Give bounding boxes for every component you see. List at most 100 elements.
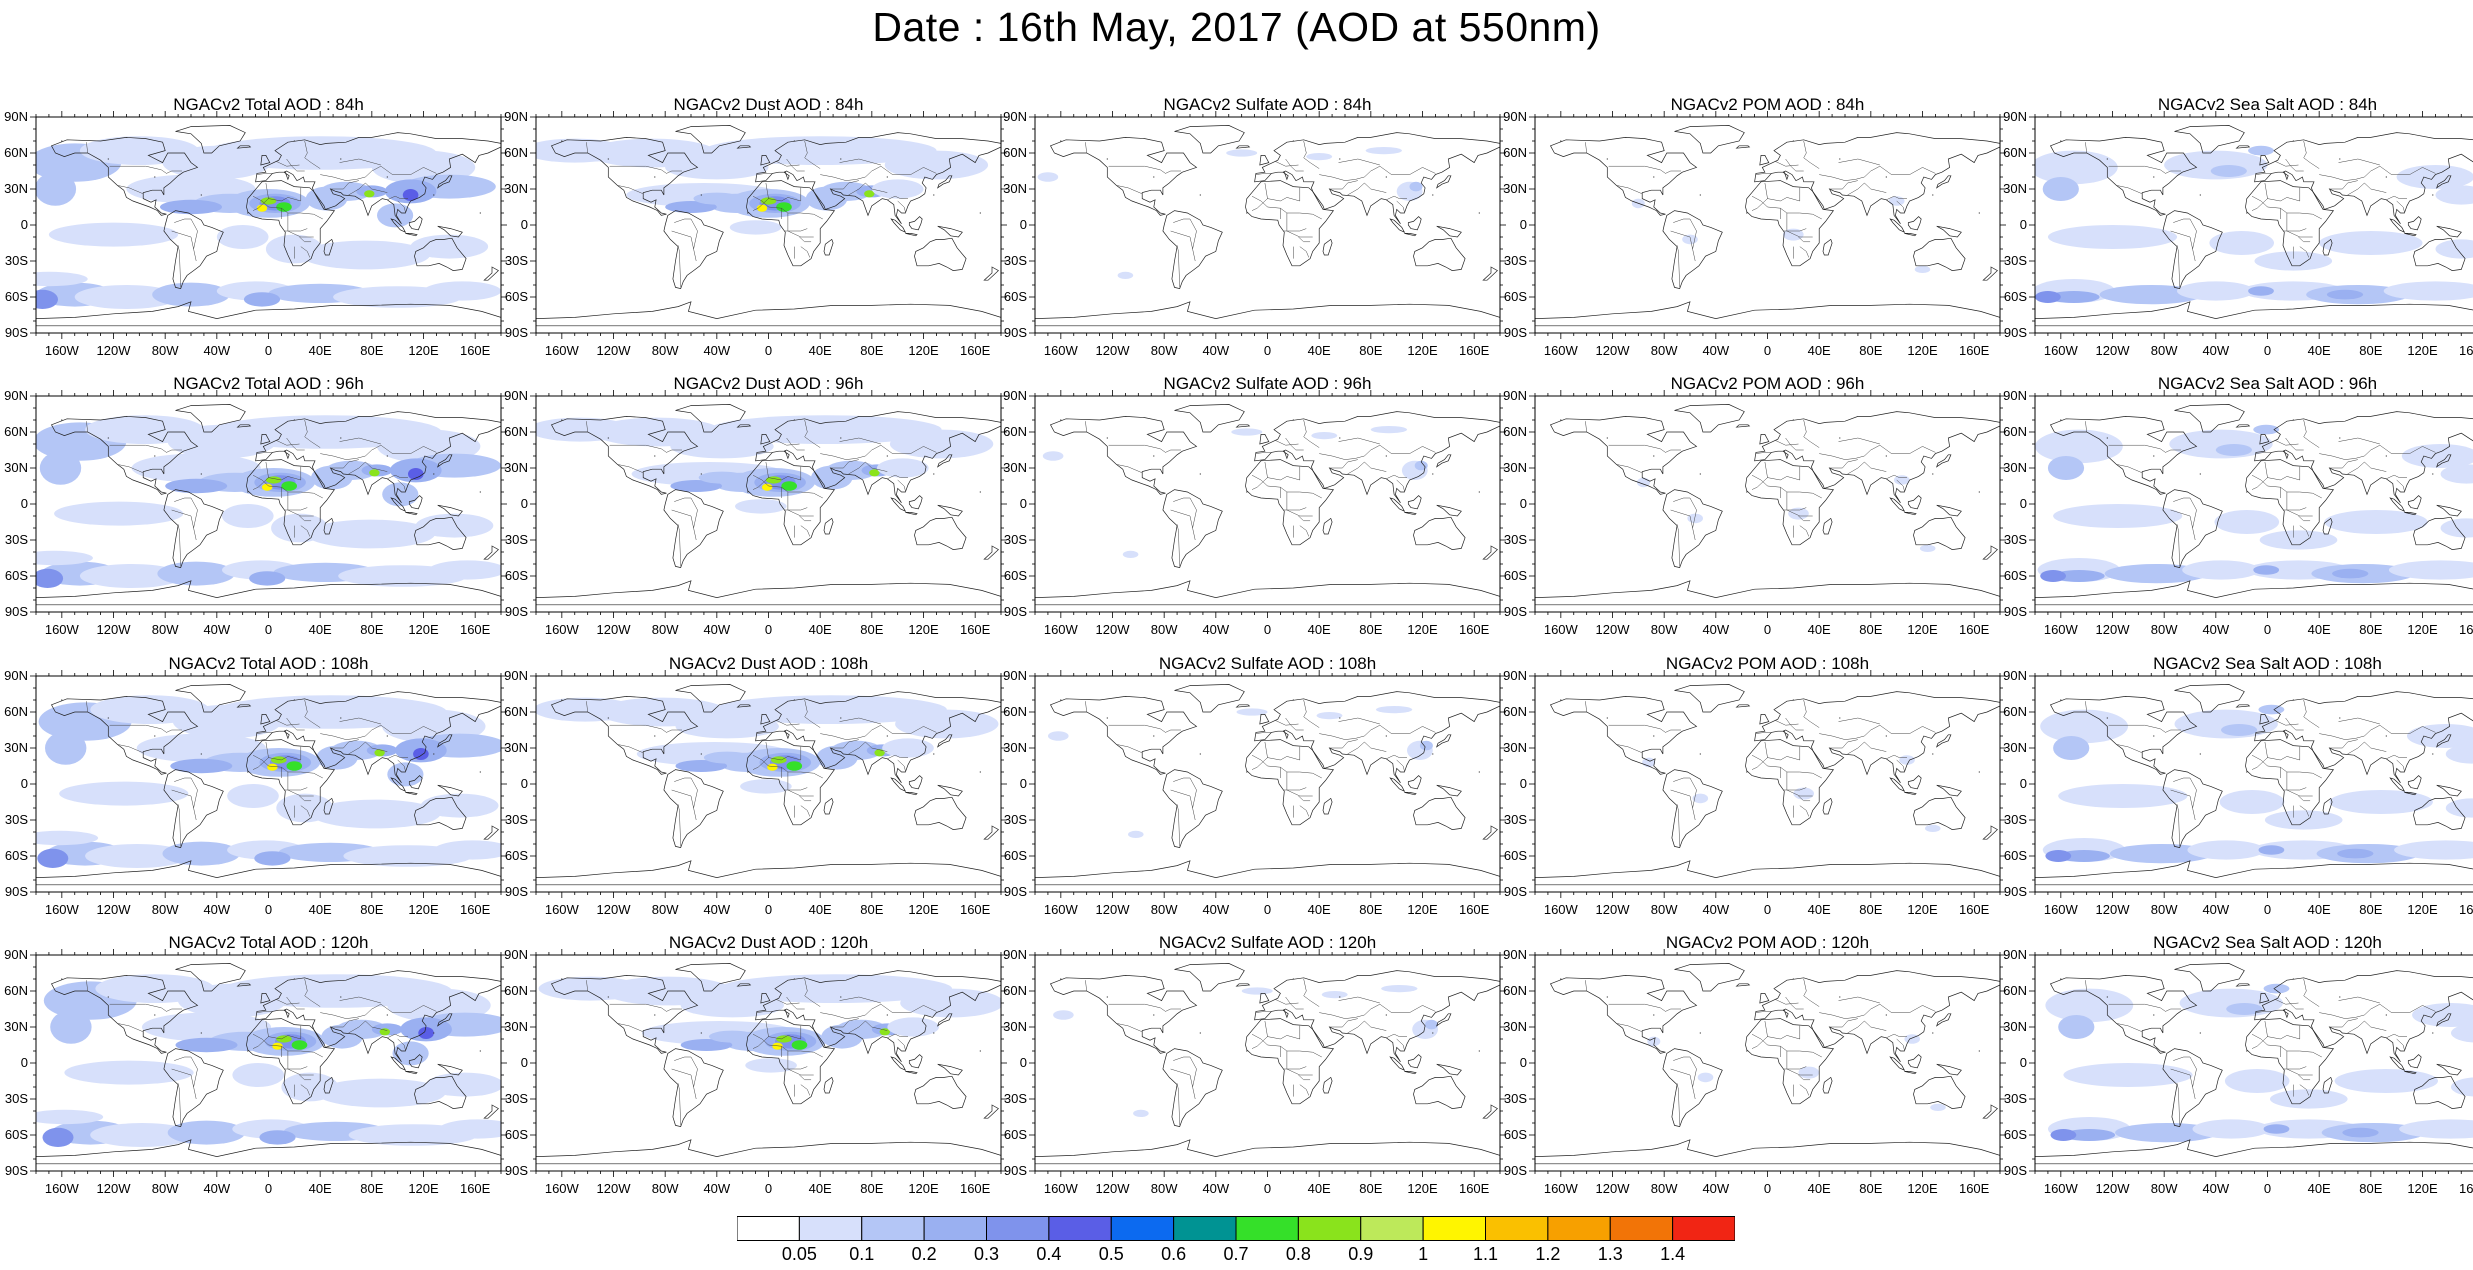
lon-tick-label: 160E [1959,902,1990,917]
lat-tick-label: 60S [5,848,28,863]
lat-tick-label: 30N [4,740,28,755]
lat-tick-label: 30S [1504,532,1527,547]
island-dot [1793,419,1794,420]
island-dot [247,212,248,213]
lat-tick-label: 30S [1004,253,1027,268]
aod-shading [2035,291,2061,303]
lat-tick-label: 90N [1003,947,1027,962]
colorbar-label: 1.1 [1473,1244,1498,1265]
island-dot [154,176,155,177]
lat-tick-label: 30N [504,181,528,196]
lon-tick-label: 120W [597,1181,632,1196]
lat-tick-label: 60S [1004,568,1027,583]
lat-tick-label: 60S [1004,848,1027,863]
lat-tick-label: 90N [4,947,28,962]
panel-title: NGACv2 Sea Salt AOD : 108h [2035,654,2473,674]
island-dot [747,491,748,492]
lon-tick-label: 80E [1859,1181,1882,1196]
lat-tick-label: 90S [1004,1163,1027,1178]
lon-tick-label: 160E [2459,343,2473,358]
island-dot [747,1050,748,1051]
aod-shading [267,764,277,771]
colorbar-label: 1.4 [1660,1244,1685,1265]
aod-shading [1322,991,1348,998]
lon-tick-label: 40E [809,622,832,637]
colorbar-swatch [1673,1217,1735,1241]
lon-tick-label: 160W [1544,1181,1579,1196]
aod-shading [2215,510,2280,534]
island-dot [1886,735,1887,736]
lat-tick-label: 30N [1003,1019,1027,1034]
island-dot [1153,455,1154,456]
aod-shading [872,179,924,198]
lon-tick-label: 0 [1764,343,1771,358]
aod-shading [2045,989,2133,1023]
lon-tick-label: 160E [1459,902,1490,917]
island-dot [61,978,62,979]
lon-tick-label: 40W [703,902,730,917]
lon-tick-label: 40E [309,622,332,637]
island-dot [1432,1032,1433,1033]
island-dot [433,753,434,754]
lat-tick-label: 90S [505,325,528,340]
aod-shading [2209,231,2274,255]
island-dot [1653,455,1654,456]
lon-tick-label: 40W [2202,343,2229,358]
island-dot [1153,1014,1154,1015]
lon-tick-label: 160E [1959,622,1990,637]
lon-tick-label: 40W [1202,343,1229,358]
lon-tick-label: 40W [1202,622,1229,637]
lat-tick-label: 90S [2004,884,2027,899]
aod-shading [2265,810,2343,829]
colorbar-label: 0.9 [1348,1244,1373,1265]
lat-tick-label: 0 [521,776,528,791]
lat-tick-label: 60N [1003,704,1027,719]
aod-shading [32,569,63,588]
lat-tick-label: 0 [1020,496,1027,511]
aod-shading [2337,849,2373,859]
lat-tick-label: 60N [4,424,28,439]
lat-tick-label: 90S [505,884,528,899]
aod-shading [2330,790,2433,814]
aod-shading [745,1058,797,1072]
island-dot [1932,1032,1933,1033]
lon-tick-label: 120E [408,1181,439,1196]
island-dot [1886,176,1887,177]
aod-shading [2048,456,2084,480]
island-dot [1107,996,1108,997]
lat-tick-label: 60S [505,1127,528,1142]
lon-tick-label: 80W [652,622,679,637]
map-background [1035,396,1500,612]
island-dot [2246,1050,2247,1051]
aod-shading [37,849,68,868]
island-dot [1479,1050,1480,1051]
aod-shading [1420,741,1433,751]
aod-shading [2260,530,2338,549]
island-dot [1560,140,1561,141]
lon-tick-label: 80E [1359,622,1382,637]
lon-tick-label: 40W [703,343,730,358]
lat-tick-label: 30N [1003,181,1027,196]
aod-shading [276,1035,292,1042]
island-dot [1653,176,1654,177]
lat-tick-label: 90N [504,388,528,403]
aod-shading [421,794,499,818]
island-dot [561,699,562,700]
aod-shading [1920,545,1936,552]
aod-shading [374,749,384,756]
island-dot [2060,699,2061,700]
lat-tick-label: 90N [1003,388,1027,403]
island-dot [608,158,609,159]
aod-shading [259,1130,295,1144]
lon-tick-label: 120E [2407,1181,2438,1196]
lat-tick-label: 90S [1004,604,1027,619]
aod-shading [1376,706,1412,713]
aod-shading [776,1035,792,1042]
island-dot [840,437,841,438]
lon-tick-label: 160W [1544,902,1579,917]
island-dot [108,158,109,159]
island-dot [2060,419,2061,420]
